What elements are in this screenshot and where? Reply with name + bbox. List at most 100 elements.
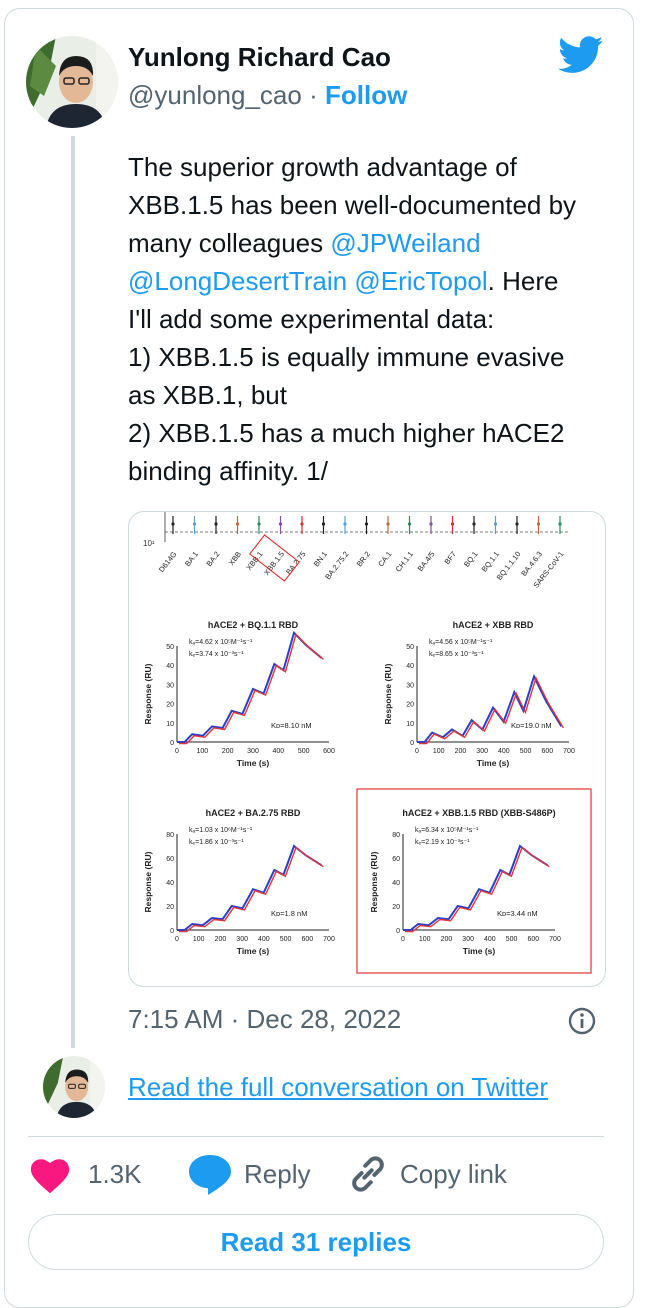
tweet-image[interactable]: 10¹ D614G BA.1 BA.2 XBB XBB.1 XBB.1.5 BA.2.75 BN… — [128, 511, 606, 987]
xtick-label: 200 — [441, 936, 453, 943]
author-avatar-small[interactable] — [43, 1056, 105, 1118]
tweet-timestamp[interactable]: 7:15 AM · Dec 28, 2022 — [128, 1004, 402, 1034]
xtick-label: 400 — [258, 936, 270, 943]
variant-point — [558, 522, 562, 526]
tweet-line: The superior growth advantage of — [128, 152, 517, 182]
variant-point — [192, 522, 197, 526]
xtick-label: 700 — [563, 748, 575, 755]
xtick-label: 100 — [433, 748, 445, 755]
ytick-label: 50 — [166, 644, 174, 651]
like-count: 1.3K — [88, 1158, 142, 1189]
mention-link[interactable]: @EricTopol — [354, 266, 488, 296]
xtick-label: 0 — [175, 748, 179, 755]
panel-title: hACE2 + BA.2.75 RBD — [206, 808, 301, 818]
variant-label: BN.1 — [312, 550, 329, 569]
variant-label: BA.2 — [204, 550, 221, 568]
variant-point — [278, 522, 283, 526]
xtick-label: 200 — [215, 936, 227, 943]
info-icon[interactable] — [567, 1006, 597, 1036]
ka-label: kₐ=4.62 x 10⁵M⁻¹s⁻¹ — [189, 639, 253, 646]
tweet-line: XBB.1.5 has been well-documented by — [128, 190, 577, 220]
read-conversation-link[interactable]: Read the full conversation on Twitter — [128, 1072, 549, 1102]
tweet-text-segment: many colleagues — [128, 228, 331, 258]
variant-label: CA.1 — [376, 550, 393, 569]
sensorgram-curve-raw — [179, 632, 324, 745]
reply-button[interactable]: Reply — [186, 1148, 310, 1200]
kd-constant-label: Kᴅ=19.0 nM — [511, 721, 552, 730]
x-axis-title: Time (s) — [237, 758, 270, 768]
variant-point — [300, 522, 304, 526]
x-axis-title: Time (s) — [477, 758, 510, 768]
reply-bubble-icon — [186, 1152, 244, 1196]
xtick-label: 0 — [415, 748, 419, 755]
sensorgram-curve-raw — [405, 846, 550, 933]
copy-link-button[interactable]: Copy link — [346, 1148, 507, 1200]
variant-point — [536, 522, 541, 526]
tweet-text: The superior growth advantage of XBB.1.5… — [128, 148, 618, 490]
sensorgram-curve-fit — [403, 844, 548, 931]
panel-title: hACE2 + BQ.1.1 RBD — [208, 620, 299, 630]
variant-label: XBB.1 — [244, 550, 264, 572]
xtick-label: 700 — [549, 936, 561, 943]
mention-link[interactable]: @JPWeiland — [330, 228, 481, 258]
variant-point — [235, 522, 240, 526]
ytick-label: 0 — [170, 928, 174, 935]
sensorgram-curve-raw — [419, 676, 564, 745]
kd-label: kₑ=8.65 x 10⁻³s⁻¹ — [429, 651, 484, 658]
kd-label: kₑ=3.74 x 10⁻³s⁻¹ — [189, 651, 244, 658]
ytick-label: 30 — [406, 682, 414, 689]
xtick-label: 400 — [498, 748, 510, 755]
variant-label: BA.2.75 — [284, 550, 308, 577]
tweet-line: as XBB.1, but — [128, 380, 287, 410]
sensorgram-curve-fit — [177, 630, 323, 743]
x-axis-title: Time (s) — [463, 946, 496, 956]
ytick-label: 30 — [166, 682, 174, 689]
xtick-label: 200 — [222, 748, 234, 755]
xtick-label: 0 — [175, 936, 179, 943]
divider — [28, 1136, 604, 1137]
xtick-label: 300 — [462, 936, 474, 943]
handle-separator: · — [309, 80, 318, 110]
variant-label: BQ.1 — [462, 550, 480, 569]
ytick-label: 10 — [406, 721, 414, 728]
variant-label: BA.4/5 — [416, 550, 437, 573]
variant-label: CH.1.1 — [394, 550, 415, 574]
xtick-label: 100 — [196, 748, 208, 755]
tweet-line: binding affinity. 1/ — [128, 456, 328, 486]
follow-button[interactable]: Follow — [325, 80, 408, 110]
variant-label: D614G — [157, 550, 179, 574]
author-avatar[interactable] — [26, 36, 118, 128]
kd-label: kₑ=2.19 x 10⁻³s⁻¹ — [415, 839, 470, 846]
xtick-label: 600 — [541, 748, 553, 755]
author-name[interactable]: Yunlong Richard Cao — [128, 42, 391, 72]
twitter-bird-icon[interactable] — [558, 36, 604, 74]
ytick-label: 80 — [392, 832, 400, 839]
ytick-label: 60 — [166, 856, 174, 863]
ytick-label: 10¹ — [143, 539, 155, 548]
like-button[interactable]: 1.3K — [28, 1148, 142, 1200]
ytick-label: 80 — [166, 832, 174, 839]
copy-link-label: Copy link — [400, 1158, 507, 1189]
variant-point — [493, 522, 498, 526]
mention-link[interactable]: @LongDesertTrain — [128, 266, 348, 296]
xtick-label: 200 — [455, 748, 467, 755]
variant-point — [386, 522, 390, 526]
variant-point — [343, 522, 347, 526]
xtick-label: 500 — [280, 936, 292, 943]
variant-point — [214, 522, 218, 526]
ytick-label: 20 — [166, 904, 174, 911]
xtick-label: 300 — [236, 936, 248, 943]
panel-title: hACE2 + XBB RBD — [453, 620, 534, 630]
xtick-label: 100 — [193, 936, 205, 943]
ytick-label: 20 — [392, 904, 400, 911]
author-handle[interactable]: @yunlong_cao — [128, 80, 302, 110]
heart-icon — [28, 1154, 82, 1194]
ytick-label: 60 — [392, 856, 400, 863]
variant-label: BA.1 — [183, 550, 200, 568]
read-replies-button[interactable]: Read 31 replies — [28, 1214, 604, 1270]
variant-point — [171, 522, 175, 526]
xtick-label: 300 — [247, 748, 259, 755]
ytick-label: 40 — [406, 663, 414, 670]
tweet-line: 2) XBB.1.5 has a much higher hACE2 — [128, 418, 565, 448]
variant-point — [321, 522, 326, 526]
